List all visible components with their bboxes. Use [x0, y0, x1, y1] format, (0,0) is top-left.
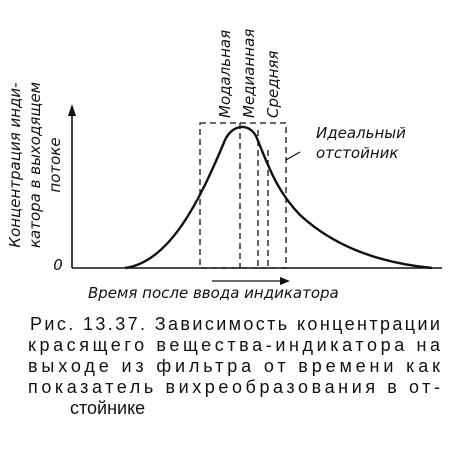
origin-label: 0	[53, 256, 63, 274]
caption-line: показатель вихреобразования в от-	[28, 377, 440, 397]
concentration-curve	[124, 125, 433, 270]
y-axis-label: катора в выходящем	[26, 82, 44, 248]
modal-label: Модальная	[216, 30, 234, 118]
caption-line: выходе из фильтра от времени как	[28, 356, 440, 376]
median-label: Медианная	[240, 29, 258, 118]
ideal-label: отстойник	[316, 144, 398, 162]
x-label-arrowhead	[280, 277, 290, 285]
y-axis-label: Концентрация инди-	[6, 82, 24, 247]
ideal-label: Идеальный	[316, 124, 406, 142]
caption-line: стойнике	[70, 398, 145, 418]
x-axis-label: Время после ввода индикатора	[88, 284, 339, 302]
leader-line	[285, 151, 301, 161]
ideal-settler-rect	[199, 122, 287, 269]
caption-line: красящего вещества-индикатора на	[28, 335, 441, 355]
caption-line: Рис. 13.37. Зависимость концентрации	[30, 314, 440, 334]
y-axis-label: потоке	[46, 137, 64, 192]
mean-label: Средняя	[264, 51, 282, 118]
y-arrow	[68, 104, 76, 116]
